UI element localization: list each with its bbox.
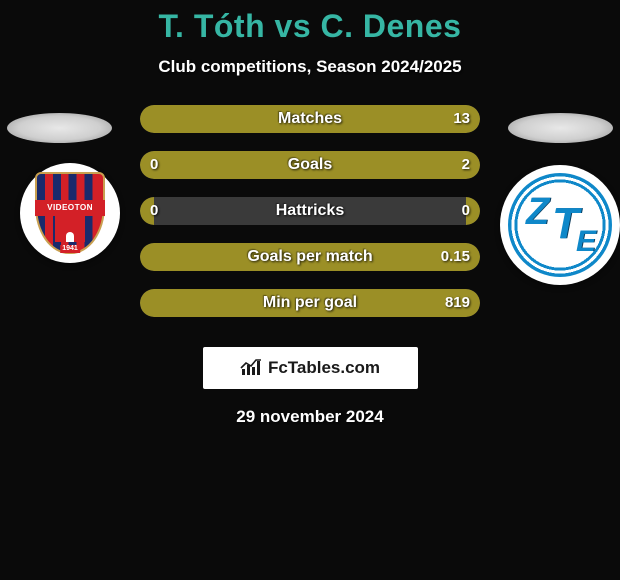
- zte-letter-e: E: [576, 225, 596, 259]
- stat-value-right: 13: [453, 105, 470, 133]
- watermark-badge: FcTables.com: [203, 347, 418, 389]
- team-badge-left: VIDEOTON 1941: [20, 163, 120, 263]
- zte-letter-z: Z: [526, 191, 549, 234]
- player-shadow-right: [508, 113, 613, 143]
- stat-row: Matches13: [140, 105, 480, 133]
- page-title: T. Tóth vs C. Denes: [0, 0, 620, 45]
- videoton-shield-icon: VIDEOTON 1941: [35, 172, 105, 254]
- zte-letter-t: T: [552, 199, 579, 249]
- stat-value-right: 0.15: [441, 243, 470, 271]
- castle-icon: [55, 216, 85, 242]
- stat-value-left: 0: [150, 197, 158, 225]
- stat-value-left: 0: [150, 151, 158, 179]
- stat-value-right: 2: [462, 151, 470, 179]
- watermark-text: FcTables.com: [268, 358, 380, 378]
- stat-row: Goals per match0.15: [140, 243, 480, 271]
- main-area: VIDEOTON 1941 Z T E Matches13Goals02Hatt…: [0, 105, 620, 335]
- player-shadow-left: [7, 113, 112, 143]
- stat-row: Min per goal819: [140, 289, 480, 317]
- stat-label: Goals per match: [140, 243, 480, 271]
- zte-shield-icon: Z T E: [508, 173, 612, 277]
- stat-label: Hattricks: [140, 197, 480, 225]
- subtitle: Club competitions, Season 2024/2025: [0, 57, 620, 77]
- stat-value-right: 0: [462, 197, 470, 225]
- team-badge-right: Z T E: [500, 165, 620, 285]
- stat-row: Hattricks0 0: [140, 197, 480, 225]
- comparison-card: T. Tóth vs C. Denes Club competitions, S…: [0, 0, 620, 580]
- videoton-year: 1941: [60, 245, 80, 253]
- stat-label: Min per goal: [140, 289, 480, 317]
- stat-label: Matches: [140, 105, 480, 133]
- stat-bars: Matches13Goals02Hattricks00Goals per mat…: [140, 105, 480, 335]
- stat-value-right: 819: [445, 289, 470, 317]
- stat-row: Goals0 2: [140, 151, 480, 179]
- stat-label: Goals: [140, 151, 480, 179]
- date-label: 29 november 2024: [0, 407, 620, 427]
- chart-icon: [240, 359, 262, 377]
